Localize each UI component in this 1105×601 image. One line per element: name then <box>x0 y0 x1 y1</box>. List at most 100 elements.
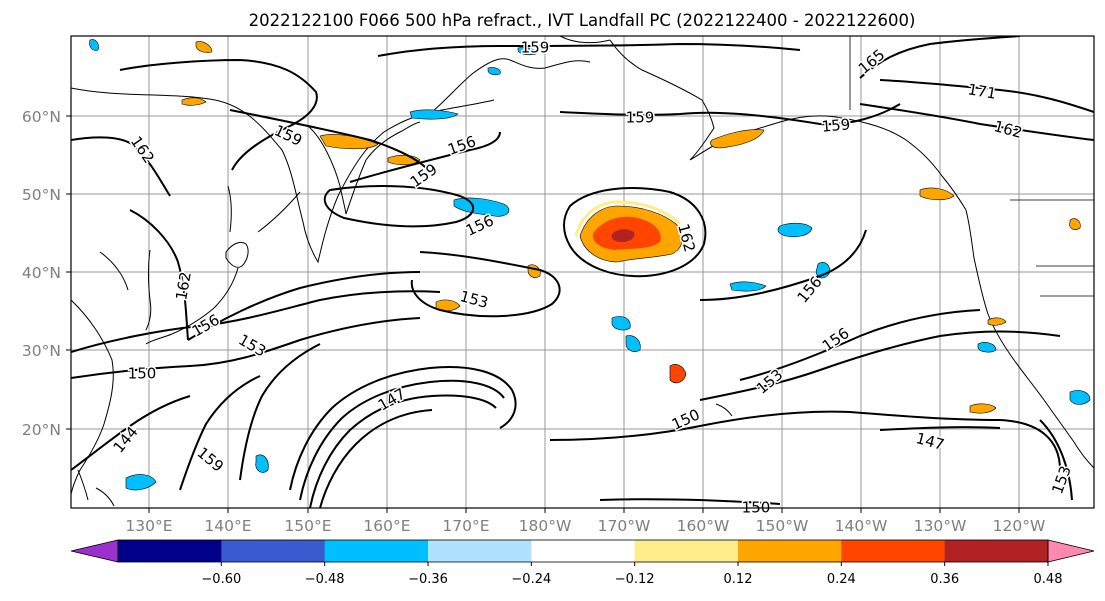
contour-162-loop <box>119 58 318 171</box>
lat-tick-label: 40°N <box>22 264 61 282</box>
contour-153-b <box>71 290 441 353</box>
lon-tick-label: 150°E <box>284 517 331 535</box>
lon-tick-label: 140°E <box>204 517 251 535</box>
lon-tick-label: 130°W <box>914 517 967 535</box>
shade-orange-2 <box>195 41 213 53</box>
colorbar-segment <box>118 540 222 562</box>
contour-label: 150 <box>128 365 157 383</box>
contour-147-i4 <box>319 409 433 508</box>
taiwan <box>77 469 89 501</box>
shade-orange-10 <box>969 403 997 414</box>
lat-tick-label: 60°N <box>22 108 61 126</box>
figure-title: 2022122100 F066 500 hPa refract., IVT La… <box>249 11 916 30</box>
korea <box>145 249 152 331</box>
shade-orange-9 <box>181 97 207 106</box>
shade-blue-4 <box>625 335 641 352</box>
contour-closed-ring <box>563 187 707 278</box>
contour-162-left <box>71 136 171 197</box>
contour-closed-156 <box>323 185 474 228</box>
colorbar-tick-label: −0.36 <box>408 572 448 587</box>
contour-147-south <box>879 426 1001 431</box>
china-coast <box>71 299 114 495</box>
colorbar-tick-label: 0.24 <box>827 572 856 587</box>
shade-blue-11 <box>487 67 501 76</box>
lon-tick-label: 170°E <box>442 517 489 535</box>
shade-blue-9 <box>977 342 997 353</box>
honshu <box>145 267 239 345</box>
colorbar-tick-label: 0.36 <box>930 572 959 587</box>
colorbar-extend-low <box>70 539 119 563</box>
shade-blue-1 <box>453 197 510 217</box>
colorbar-tick-label: −0.60 <box>201 572 241 587</box>
contour-156-se <box>739 309 981 381</box>
hawaii <box>715 403 733 417</box>
shade-orange-5 <box>710 129 765 149</box>
lat-tick-label: 20°N <box>22 421 61 439</box>
shade-yellow-halo <box>574 200 682 237</box>
shade-orange-3 <box>319 134 379 150</box>
contour-label: 159 <box>521 39 550 57</box>
contour-156-b <box>187 271 421 341</box>
colorbar-tick-label: 0.48 <box>1034 572 1063 587</box>
lon-tick-label: 120°W <box>993 517 1046 535</box>
colorbar-tick-label: 0.12 <box>724 572 753 587</box>
lat-axis: 60°N 50°N 40°N 30°N 20°N <box>22 108 71 439</box>
contour-156-mid <box>349 131 501 183</box>
shade-blue-10 <box>1069 390 1091 405</box>
lon-tick-label: 180°W <box>519 517 572 535</box>
colorbar-segment <box>944 540 1049 562</box>
lon-tick-label: 150°W <box>756 517 809 535</box>
colorbar-segment <box>531 540 636 562</box>
contour-150 <box>71 317 421 379</box>
shade-blue-6 <box>729 281 767 292</box>
siberia-coast <box>71 87 495 264</box>
shade-main-darkred <box>611 229 635 242</box>
lon-axis: 130°E 140°E 150°E 160°E 170°E 180°W 170°W 160°W… <box>125 508 1045 535</box>
contour-label: 159 <box>626 109 655 127</box>
canada-border <box>849 36 1094 297</box>
colorbar-tick-label: −0.48 <box>305 572 345 587</box>
contour-label: 159 <box>821 115 851 135</box>
shading <box>89 39 1091 491</box>
shade-blue-13 <box>409 109 459 120</box>
colorbar-tick-label: −0.24 <box>511 572 551 587</box>
hokkaido <box>225 241 249 268</box>
colorbar-segment <box>738 540 842 562</box>
alaska-north <box>559 36 611 44</box>
shade-blue-8 <box>255 454 269 473</box>
contour-162-sw <box>239 343 321 481</box>
lat-tick-label: 30°N <box>22 342 61 360</box>
colorbar-segment <box>841 540 946 562</box>
shade-blue-3 <box>611 316 631 331</box>
lon-tick-label: 160°E <box>363 517 410 535</box>
colorbar-frame <box>117 539 1049 563</box>
contour-147-i2 <box>299 379 505 501</box>
colorbar-segment <box>324 540 429 562</box>
lon-tick-label: 170°W <box>598 517 651 535</box>
coastlines <box>71 36 1094 507</box>
shade-orange-7 <box>669 364 687 384</box>
contour-153 <box>410 251 561 318</box>
kuril <box>257 191 301 233</box>
contour-159-alaska <box>559 103 901 126</box>
shade-blue-12 <box>517 47 537 56</box>
china-coast-2 <box>99 251 129 291</box>
shade-orange-6 <box>919 187 955 201</box>
colorbar-extend-high <box>1047 539 1095 563</box>
shade-orange-11 <box>987 317 1007 326</box>
na-west-coast <box>965 209 1094 469</box>
contours <box>71 36 1094 508</box>
lon-tick-label: 130°E <box>125 517 172 535</box>
contour-150-south <box>549 410 1061 471</box>
shade-blue-2 <box>777 222 813 238</box>
shade-blue-14 <box>89 39 99 51</box>
contour-144 <box>71 395 191 471</box>
contour-162-ne <box>859 103 1094 141</box>
contour-150-bottom <box>599 498 781 505</box>
colorbar-segment <box>221 540 326 562</box>
contour-153-east <box>699 330 1061 401</box>
contour-147-inner <box>289 366 517 491</box>
lon-tick-label: 140°W <box>835 517 888 535</box>
